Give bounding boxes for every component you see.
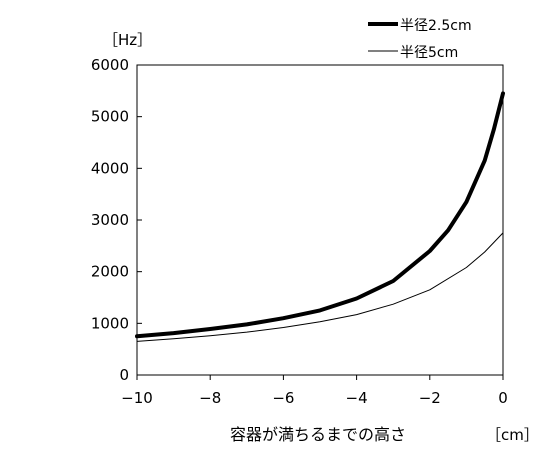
- y-tick-label: 6000: [91, 56, 129, 74]
- y-axis: 0 1000 2000 3000 4000 5000 6000: [91, 56, 142, 384]
- y-tick-label: 0: [119, 366, 129, 384]
- legend: 半径2.5cm 半径5cm: [368, 18, 472, 61]
- series-line-radius-5: [136, 232, 504, 342]
- y-axis-unit: ［Hz］: [103, 31, 152, 49]
- x-axis-unit: ［cm］: [486, 426, 539, 444]
- series-line-radius-2-5: [135, 91, 505, 339]
- x-tick-label: −2: [419, 389, 441, 407]
- x-tick-label: 0: [498, 389, 508, 407]
- y-tick-label: 1000: [91, 314, 129, 332]
- x-tick-label: −8: [199, 389, 221, 407]
- x-axis-label: 容器が満ちるまでの高さ: [230, 425, 406, 444]
- y-tick-label: 2000: [91, 263, 129, 281]
- y-tick-label: 3000: [91, 211, 129, 229]
- y-tick-label: 4000: [91, 159, 129, 177]
- x-tick-label: −4: [346, 389, 368, 407]
- series-lines: [135, 91, 505, 342]
- x-tick-label: −10: [121, 389, 153, 407]
- y-tick-label: 5000: [91, 108, 129, 126]
- x-tick-label: −6: [272, 389, 294, 407]
- legend-label-radius-2-5: 半径2.5cm: [400, 18, 472, 34]
- legend-label-radius-5: 半径5cm: [400, 45, 458, 61]
- x-axis: −10 −8 −6 −4 −2 0: [121, 375, 508, 407]
- plot-area-frame: [136, 64, 504, 376]
